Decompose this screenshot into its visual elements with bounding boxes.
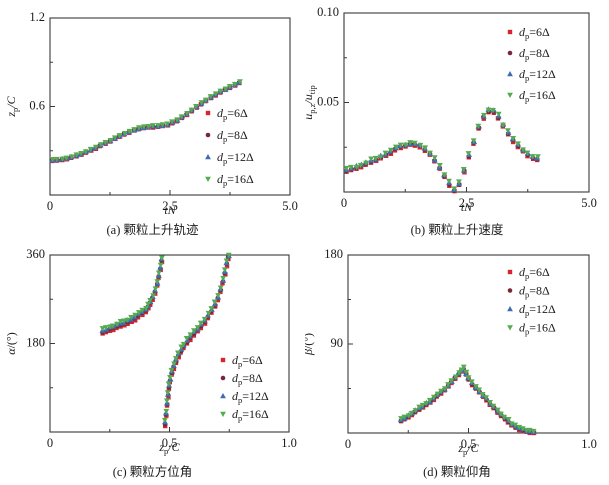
legend-label-c-1: dp=8Δ: [232, 371, 263, 387]
legend-label-a-1: dp=8Δ: [217, 128, 248, 144]
svg-text:180: 180: [324, 247, 343, 261]
series-a-dp=8Δ: [49, 80, 242, 163]
svg-text:90: 90: [331, 336, 344, 350]
legend-label-d-0: dp=6Δ: [519, 265, 550, 281]
svg-text:360: 360: [26, 247, 45, 261]
svg-text:0: 0: [46, 199, 52, 213]
chart-a-canvas: 0 2.5 5.0 0.6 1.2 zp/C tN dp=6Δ dp=8Δ dp=12Δ dp=16…: [4, 10, 298, 217]
series-c-dp=8Δ: [99, 254, 230, 427]
chart-b-canvas: 0 2.5 5.0 0.05 0.10 up,z/utip tN dp=6Δ dp=8Δ dp=1…: [305, 5, 597, 214]
legend-label-c-2: dp=12Δ: [232, 389, 269, 405]
svg-text:0: 0: [345, 437, 351, 451]
svg-text:1.2: 1.2: [29, 10, 45, 24]
ylabel-c: α/(°): [4, 332, 18, 354]
legend-a: dp=6Δ dp=8Δ dp=12Δ dp=16Δ: [204, 106, 254, 188]
series-b-dp=6Δ: [344, 109, 540, 194]
panel-c: 0 0.5 1.0 180 360 α/(°) zp/C dp=6Δ dp=8Δ dp=12Δ dp…: [0, 242, 305, 485]
panel-d-caption: (d) 颗粒仰角: [423, 465, 491, 479]
ylabel-d: β/(°): [305, 333, 315, 356]
xlabel-d: zp/C: [457, 441, 479, 457]
series-b-dp=16Δ: [343, 107, 541, 192]
panel-d: 00.51.090180β/(°)zp/Cdp=6Δdp=8Δdp=12Δdp=…: [305, 242, 609, 485]
svg-text:5.0: 5.0: [581, 196, 597, 210]
ylabel-b: up,z/utip: [305, 85, 317, 119]
legend-label-b-1: dp=8Δ: [519, 46, 550, 62]
xlabel-c: zp/C: [158, 440, 180, 456]
legend-label-c-3: dp=16Δ: [232, 407, 269, 423]
series-a-dp=16Δ: [49, 79, 243, 163]
axes-d: 0 0.5 1.0 90 180: [324, 247, 597, 451]
svg-text:0.05: 0.05: [317, 94, 339, 108]
legend-label-a-2: dp=12Δ: [217, 150, 254, 166]
legend-label-a-0: dp=6Δ: [217, 106, 248, 122]
axes-b: 0 2.5 5.0 0.05 0.10: [317, 5, 597, 210]
axes-c: 0 0.5 1.0 180 360: [26, 247, 297, 450]
svg-text:2.5: 2.5: [459, 196, 475, 210]
series-c-dp=16Δ: [99, 252, 232, 424]
svg-text:1.0: 1.0: [281, 436, 297, 450]
svg-text:1.0: 1.0: [581, 437, 597, 451]
svg-text:0.5: 0.5: [161, 436, 177, 450]
svg-text:0: 0: [46, 436, 52, 450]
series-a-dp=6Δ: [49, 80, 241, 164]
svg-text:5.0: 5.0: [282, 199, 298, 213]
panel-c-caption: (c) 颗粒方位角: [112, 465, 193, 479]
svg-text:2.5: 2.5: [162, 199, 178, 213]
legend-label-d-1: dp=8Δ: [519, 284, 550, 300]
series-b-dp=8Δ: [344, 109, 540, 194]
xlabel-b: tN: [461, 200, 473, 214]
series-b-dp=12Δ: [343, 106, 540, 192]
legend-label-b-0: dp=6Δ: [519, 25, 550, 41]
svg-text:0.5: 0.5: [461, 437, 477, 451]
legend-c: dp=6Δ dp=8Δ dp=12Δ dp=16Δ: [219, 353, 269, 423]
chart-c-canvas: 0 0.5 1.0180360α/(°)zp/Cdp=6Δdp=8Δdp=12Δdp…: [4, 247, 297, 456]
legend-label-b-2: dp=12Δ: [519, 67, 556, 83]
legend-label-d-2: dp=12Δ: [519, 302, 556, 318]
ylabel-a: zp/C: [4, 95, 20, 117]
panel-a-caption: (a) 颗粒上升轨迹: [106, 223, 199, 237]
svg-text:180: 180: [26, 335, 45, 349]
legend-label-a-3: dp=16Δ: [217, 172, 254, 188]
legend-d: dp=6Δ dp=8Δ dp=12Δ dp=16Δ: [507, 265, 556, 337]
legend-label-b-3: dp=16Δ: [519, 88, 556, 104]
legend-label-c-0: dp=6Δ: [232, 353, 263, 369]
chart-d-canvas: 00.51.090180β/(°)zp/Cdp=6Δdp=8Δdp=12Δdp=…: [305, 247, 597, 457]
svg-text:0: 0: [341, 196, 347, 210]
xlabel-a: tN: [164, 203, 176, 217]
series-d-dp=16Δ: [398, 364, 537, 435]
legend-b: dp=6Δ dp=8Δ dp=12Δ dp=16Δ: [507, 25, 556, 104]
svg-text:0.6: 0.6: [29, 98, 45, 112]
legend-label-d-3: dp=16Δ: [519, 321, 556, 337]
panel-a: 0 2.5 5.0 0.6 1.2 zp/C tN dp=6Δ dp=8Δ dp=12Δ dp=16…: [0, 0, 305, 242]
series-c-dp=6Δ: [99, 256, 231, 429]
svg-text:0.10: 0.10: [317, 5, 339, 19]
panel-b: 0 2.5 5.0 0.05 0.10 up,z/utip tN dp=6Δ dp=8Δ dp=1…: [305, 0, 609, 242]
panel-b-caption: (b) 颗粒上升速度: [410, 223, 504, 237]
axes-a: 0 2.5 5.0 0.6 1.2: [29, 10, 297, 213]
